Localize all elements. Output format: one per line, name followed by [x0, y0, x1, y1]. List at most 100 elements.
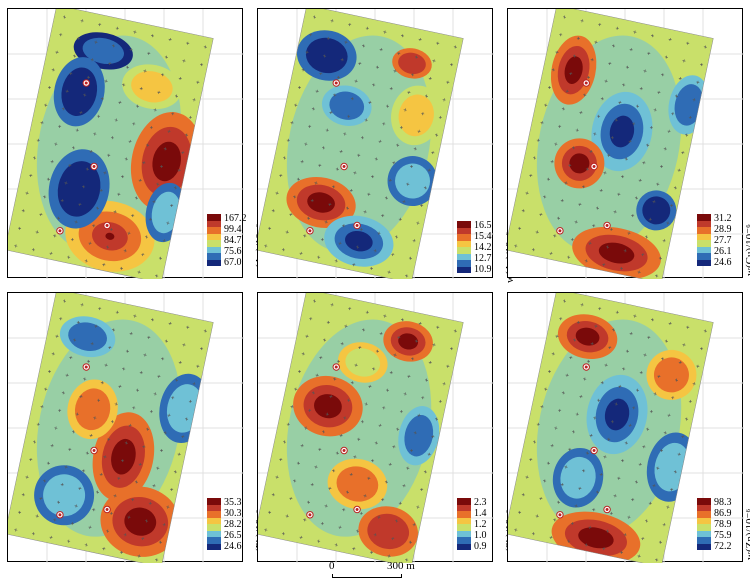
legend-color-swatch — [457, 543, 471, 550]
legend-color-swatch — [697, 517, 711, 524]
legend-tick-label: 16.5 — [474, 220, 492, 231]
legend-tick-label: 167.2 — [224, 213, 247, 224]
scale-bar-end-label: 300 m — [387, 560, 415, 572]
legend-color-swatch — [697, 537, 711, 544]
contour-map-sb — [258, 293, 494, 563]
legend-tick-label: 99.4 — [224, 224, 242, 235]
map-panel-cu: 31.2 28.9 27.7 26.1 24.6 w(Cu)/10⁻⁶ — [507, 8, 750, 279]
legend-color-swatch — [457, 247, 471, 254]
legend-color-swatch — [457, 511, 471, 518]
legend-tick-label: 84.7 — [224, 235, 242, 246]
legend-color-swatch — [207, 504, 221, 511]
contour-map-as — [258, 9, 494, 279]
contour-map-cu — [508, 9, 744, 279]
contour-map-ag — [8, 9, 244, 279]
legend-color-swatch — [457, 221, 471, 228]
legend-tick-label: 15.4 — [474, 231, 492, 242]
legend-tick-label: 0.9 — [474, 541, 487, 552]
legend-tick-label: 28.9 — [714, 224, 732, 235]
legend-color-swatch — [697, 227, 711, 234]
legend-tick-label: 31.2 — [714, 213, 732, 224]
legend-color-swatch — [457, 253, 471, 260]
legend-color-swatch — [207, 543, 221, 550]
map-panel-pb: 35.330.328.226.524.6w(Pb)/10⁻⁶ — [7, 292, 266, 563]
legend-color-swatch — [207, 227, 221, 234]
legend-tick-label: 75.9 — [714, 530, 732, 541]
legend-color-swatch — [457, 537, 471, 544]
legend-color-swatch — [207, 524, 221, 531]
legend-tick-label: 14.2 — [474, 242, 492, 253]
legend-tick-label: 78.9 — [714, 519, 732, 530]
legend-ag: 167.299.484.775.667.0w(Ag)/10⁻⁶ — [207, 213, 266, 278]
legend-tick-label: 30.3 — [224, 508, 242, 519]
legend-unit-label: w(Cu)/10⁻⁶ — [744, 224, 750, 276]
legend-unit-label: w(Zn)/10⁻⁶ — [744, 508, 750, 560]
legend-color-swatch — [207, 259, 221, 266]
legend-zn: 98.3 86.9 78.9 75.9 72.2 w(Zn)/10⁻⁶ — [697, 497, 750, 562]
legend-color-swatch — [697, 253, 711, 260]
legend-tick-label: 1.0 — [474, 530, 487, 541]
legend-tick-label: 28.2 — [224, 519, 242, 530]
legend-color-swatch — [697, 524, 711, 531]
legend-tick-label: 35.3 — [224, 497, 242, 508]
legend-color-swatch — [457, 498, 471, 505]
legend-color-swatch — [697, 259, 711, 266]
scale-bar-line — [332, 574, 402, 578]
legend-color-swatch — [207, 240, 221, 247]
legend-tick-label: 2.3 — [474, 497, 487, 508]
legend-tick-label: 24.6 — [224, 541, 242, 552]
legend-color-swatch — [207, 537, 221, 544]
legend-color-swatch — [457, 517, 471, 524]
legend-color-swatch — [457, 240, 471, 247]
legend-color-swatch — [697, 246, 711, 253]
legend-tick-label: 10.9 — [474, 264, 492, 275]
legend-color-swatch — [697, 530, 711, 537]
legend-color-swatch — [697, 220, 711, 227]
legend-tick-label: 12.7 — [474, 253, 492, 264]
legend-color-swatch — [207, 498, 221, 505]
legend-color-swatch — [207, 220, 221, 227]
legend-color-swatch — [697, 498, 711, 505]
legend-as: 16.515.414.212.710.9w(As)/10⁻⁶ — [457, 220, 516, 285]
legend-color-swatch — [207, 214, 221, 221]
legend-color-swatch — [457, 504, 471, 511]
legend-color-swatch — [697, 233, 711, 240]
legend-color-swatch — [457, 530, 471, 537]
map-panel-zn: 98.3 86.9 78.9 75.9 72.2 w(Zn)/10⁻⁶ — [507, 292, 750, 563]
legend-color-swatch — [457, 234, 471, 241]
legend-color-swatch — [457, 227, 471, 234]
map-panel-sb: 2.31.41.21.00.9w(Sb)/10⁻⁶ — [257, 292, 516, 563]
legend-tick-label: 86.9 — [714, 508, 732, 519]
legend-tick-label: 1.2 — [474, 519, 487, 530]
legend-color-swatch — [697, 511, 711, 518]
scale-bar: 0 300 m — [329, 560, 442, 586]
legend-color-swatch — [457, 266, 471, 273]
legend-tick-label: 24.6 — [714, 257, 732, 268]
map-panel-as: 16.515.414.212.710.9w(As)/10⁻⁶ — [257, 8, 516, 283]
legend-tick-label: 72.2 — [714, 541, 732, 552]
legend-tick-label: 98.3 — [714, 497, 732, 508]
legend-color-swatch — [457, 524, 471, 531]
legend-color-swatch — [207, 253, 221, 260]
legend-color-swatch — [207, 511, 221, 518]
legend-color-swatch — [697, 543, 711, 550]
legend-color-swatch — [207, 246, 221, 253]
legend-tick-label: 67.0 — [224, 257, 242, 268]
legend-tick-label: 27.7 — [714, 235, 732, 246]
contour-map-zn — [508, 293, 744, 563]
legend-pb: 35.330.328.226.524.6w(Pb)/10⁻⁶ — [207, 497, 266, 562]
legend-tick-label: 26.1 — [714, 246, 732, 257]
legend-cu: 31.2 28.9 27.7 26.1 24.6 w(Cu)/10⁻⁶ — [697, 213, 750, 278]
map-panel-ag: 167.299.484.775.667.0w(Ag)/10⁻⁶ — [7, 8, 266, 279]
legend-color-swatch — [207, 517, 221, 524]
legend-color-swatch — [697, 214, 711, 221]
legend-color-swatch — [207, 233, 221, 240]
legend-color-swatch — [697, 504, 711, 511]
contour-map-pb — [8, 293, 244, 563]
legend-color-swatch — [457, 260, 471, 267]
legend-color-swatch — [207, 530, 221, 537]
legend-sb: 2.31.41.21.00.9w(Sb)/10⁻⁶ — [457, 497, 516, 562]
legend-tick-label: 1.4 — [474, 508, 487, 519]
legend-color-swatch — [697, 240, 711, 247]
legend-tick-label: 26.5 — [224, 530, 242, 541]
